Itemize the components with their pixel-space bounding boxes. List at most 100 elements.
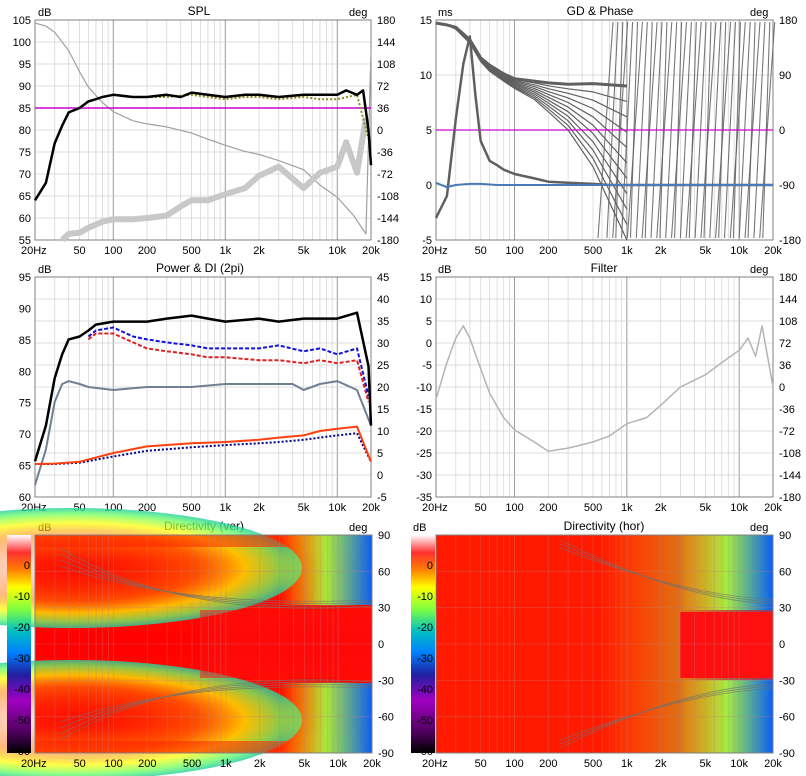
colorbar-tick: -60 [14,746,30,758]
filter-ytick-left: -20 [416,426,432,438]
filter-ytick-left: 15 [420,272,432,284]
gd-phase-left-unit: ms [438,7,453,19]
colorbar-tick-hor: 0 [427,560,433,572]
filter-ytick-left: 5 [426,316,432,328]
spl-ytick-left: 85 [19,103,31,115]
directivity-hor-xtick: 2k [655,758,667,770]
directivity-hor-right-unit: deg [750,522,768,534]
directivity-hor-panel: Directivity (hor) dB deg 90 60 30 0 -30 -60 -9… [413,519,795,770]
colorbar-gradient [7,535,31,753]
filter-ytick-right: -108 [779,448,801,460]
gd-phase-xtick: 20Hz [422,245,448,257]
spl-xtick: 50 [73,245,85,257]
spl-xtick: 20Hz [21,245,47,257]
filter-ytick-right: 180 [779,272,797,284]
listening-window-line [87,326,370,397]
gd-phase-title: GD & Phase [567,4,634,18]
gd-phase-right-unit: deg [750,7,768,19]
directivity-hor-xtick: 5k [700,758,712,770]
filter-line [435,325,774,452]
directivity-hor-xtick: 500 [584,758,602,770]
spl-ytick-left: 90 [19,81,31,93]
filter-ytick-left: -10 [416,382,432,394]
filter-ytick-right: 0 [779,382,785,394]
directivity-ver-contour [59,559,373,605]
filter-ytick-left: -5 [422,360,432,372]
gd-phase-panel: GD & Phase ms deg 151050-5180900-90-1802… [420,4,801,257]
directivity-ver-xtick: 2k [254,758,266,770]
early-reflections-line [87,332,370,403]
spl-ytick-right: 144 [377,37,395,49]
filter-right-unit: deg [750,264,768,276]
power-di-ytick-right: -5 [377,492,387,504]
spl-line [33,89,373,202]
filter-ytick-left: -35 [416,492,432,504]
directivity-hor-contour [559,547,774,601]
spl-ytick-left: 95 [19,59,31,71]
gd-phase-xtick: 2k [655,245,667,257]
directivity-hor-hf-bottom [680,680,773,753]
power-di-ytick-right: 0 [377,470,383,482]
filter-ytick-right: 72 [779,338,791,350]
power-di-xtick: 10k [328,502,346,514]
directivity-hor-xtick: 50 [475,758,487,770]
power-di-ytick-right: 10 [377,426,389,438]
spl-ytick-right: 180 [377,15,395,27]
directivity-ver-ytick-right: -90 [378,748,394,760]
directivity-ver-ytick-right: -30 [378,675,394,687]
gd-phase-ytick-right: -180 [779,235,801,247]
filter-ytick-left: -15 [416,404,432,416]
directivity-hor-contour [559,687,774,741]
spl-xtick: 2k [253,245,265,257]
filter-ytick-right: 144 [779,294,797,306]
gd-phase-ytick-right: -90 [779,180,795,192]
directivity-hor-frame [435,534,774,754]
colorbar-tick-hor: -20 [417,622,433,634]
directivity-hor-grid [435,534,774,754]
power-di-xtick: 1k [219,502,231,514]
colorbar-tick: -10 [14,591,30,603]
gd-flat-line [435,181,773,189]
directivity-ver-contour [59,679,373,741]
directivity-ver-contour [59,683,373,729]
power-di-ytick-left: 60 [19,492,31,504]
colorbar-tick-hor: -10 [417,591,433,603]
directivity-hor-ytick-right: -90 [779,748,795,760]
spl-ytick-right: 108 [377,59,395,71]
power-di-xtick: 20k [362,502,380,514]
spl-ytick-right: -72 [377,169,393,181]
spl-ytick-right: -108 [377,191,399,203]
filter-xtick: 500 [584,502,602,514]
filter-ytick-left: 0 [426,338,432,350]
filter-xtick: 200 [539,502,557,514]
gd-phase-ytick-right: 90 [779,70,791,82]
directivity-hor-contour [559,539,774,605]
power-di-xtick: 5k [298,502,310,514]
directivity-hor-left-unit: dB [413,522,426,534]
sound-power-di-line [34,425,372,465]
filter-ytick-right: 108 [779,316,797,328]
directivity-hor-ytick-right: 90 [779,530,791,542]
colorbar-tick: -40 [14,684,30,696]
power-di-ytick-right: 40 [377,294,389,306]
filter-xtick: 1k [621,502,633,514]
filter-xtick: 10k [730,502,748,514]
directivity-ver-ytick-right: -60 [378,712,394,724]
gd-phase-ytick-right: 0 [779,125,785,137]
spl-ytick-right: -36 [377,147,393,159]
spl-ytick-right: 36 [377,103,389,115]
power-di-panel: Power & DI (2pi) dB 95 90 85 80 75 70 65 60 45 40… [19,261,390,514]
directivity-ver-contour [59,547,373,609]
directivity-ver-ytick-right: 30 [378,603,390,615]
spl-ytick-left: 80 [19,125,31,137]
gd-phase-xtick: 50 [475,245,487,257]
spl-xtick: 200 [138,245,156,257]
power-di-ytick-right: 5 [377,448,383,460]
power-di-ytick-left: 65 [19,461,31,473]
directivity-ver-xtick: 100 [104,758,122,770]
directivity-hor-xtick: 200 [539,758,557,770]
filter-ytick-left: -30 [416,470,432,482]
directivity-ver-ytick-right: 90 [378,530,390,542]
directivity-ver-xtick: 20k [363,758,381,770]
